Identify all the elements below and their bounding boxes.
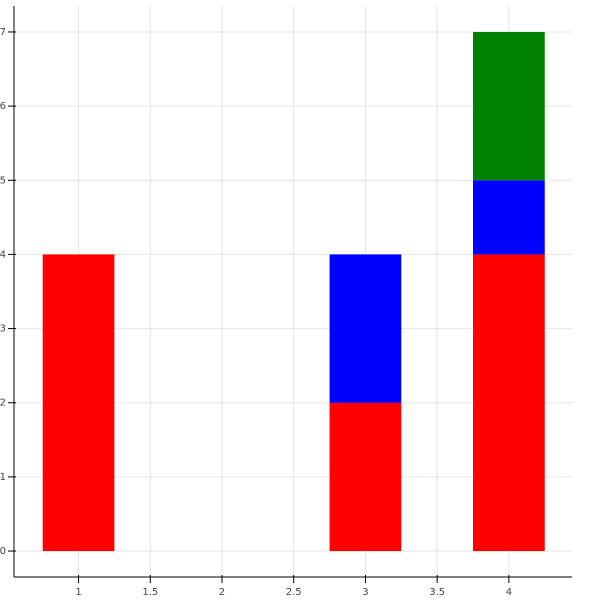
y-tick-label: 7 xyxy=(0,27,6,38)
x-tick-label: 1.5 xyxy=(142,587,158,598)
x-tick-label: 3 xyxy=(362,587,368,598)
y-tick-label: 5 xyxy=(0,175,6,186)
bar-segment xyxy=(473,180,545,255)
bar-segment xyxy=(473,254,545,552)
y-tick-label: 4 xyxy=(0,249,6,260)
y-tick-label: 2 xyxy=(0,398,6,409)
x-tick-label: 2.5 xyxy=(286,587,302,598)
y-tick-label: 6 xyxy=(0,101,6,112)
x-tick-label: 4 xyxy=(506,587,512,598)
y-tick-label: 3 xyxy=(0,324,6,335)
x-tick-label: 1 xyxy=(75,587,81,598)
x-tick-label: 3.5 xyxy=(429,587,445,598)
y-tick-label: 0 xyxy=(0,546,6,557)
y-tick-label: 1 xyxy=(0,472,6,483)
bar-segment xyxy=(473,31,545,181)
bar-segment xyxy=(329,402,402,552)
bar-segment xyxy=(329,254,402,403)
bar-segment xyxy=(42,254,115,552)
x-tick-label: 2 xyxy=(219,587,225,598)
